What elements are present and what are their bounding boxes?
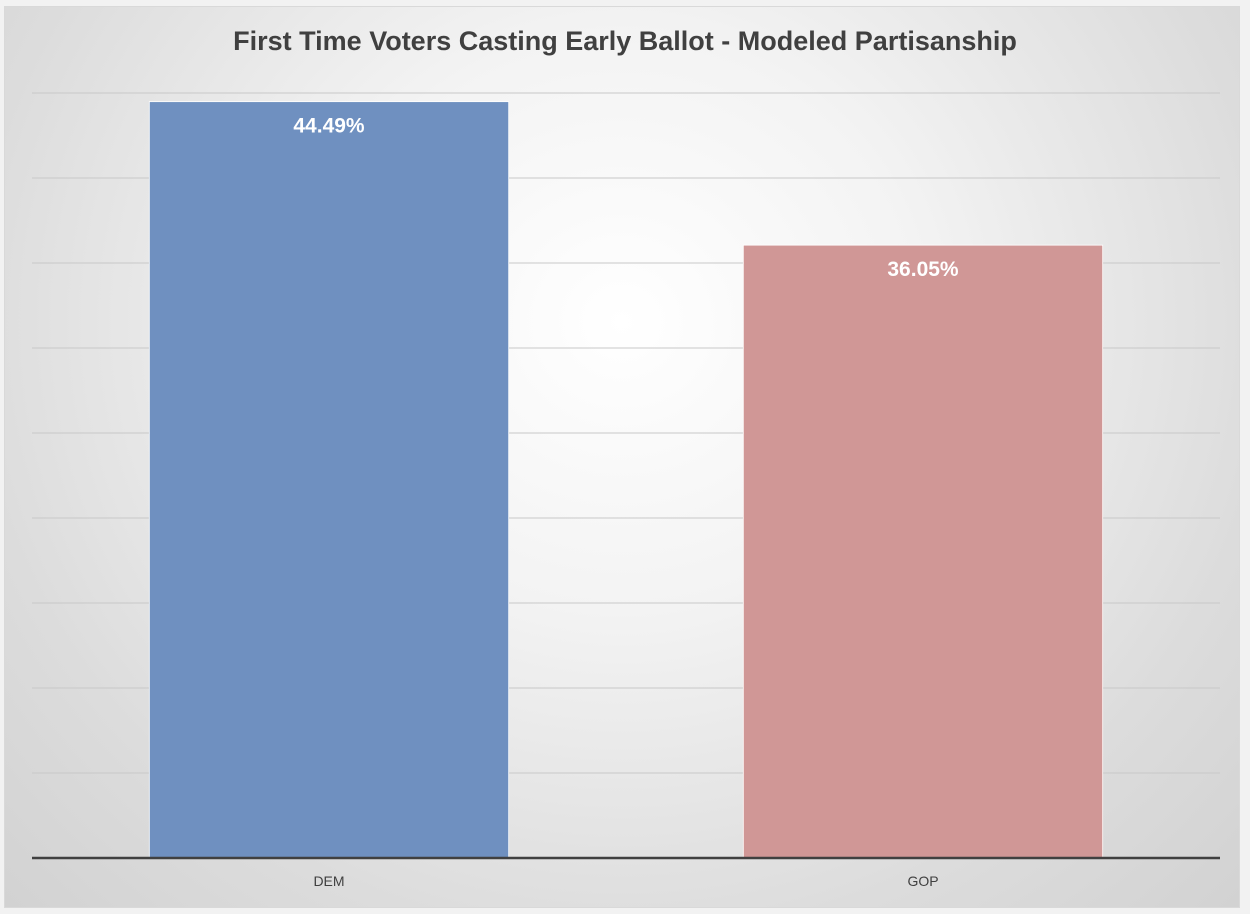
x-tick-label-gop: GOP [907, 873, 938, 889]
bar-gop [742, 244, 1104, 859]
x-tick-labels: DEM GOP [313, 873, 938, 889]
data-label-gop: 36.05% [887, 258, 959, 281]
data-label-dem: 44.49% [293, 115, 365, 138]
bar-dem [148, 101, 510, 859]
chart-title: First Time Voters Casting Early Ballot -… [233, 26, 1017, 56]
x-tick-label-dem: DEM [313, 873, 344, 889]
bars [148, 101, 1104, 859]
data-labels: 44.49% 36.05% [293, 115, 959, 281]
